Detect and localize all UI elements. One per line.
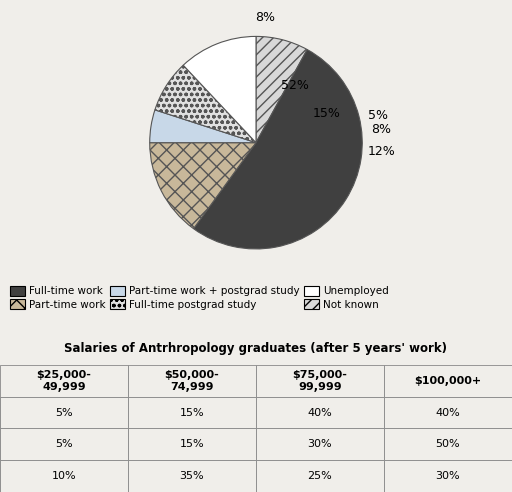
Wedge shape: [155, 65, 256, 143]
Wedge shape: [150, 143, 256, 229]
Legend: Full-time work, Part-time work, Part-time work + postgrad study, Full-time postg: Full-time work, Part-time work, Part-tim…: [10, 286, 389, 310]
Text: 8%: 8%: [255, 11, 275, 24]
Wedge shape: [194, 50, 362, 249]
Text: 12%: 12%: [367, 145, 395, 158]
Text: 5%: 5%: [369, 109, 389, 122]
Wedge shape: [150, 110, 256, 143]
Text: Salaries of Antrhropology graduates (after 5 years' work): Salaries of Antrhropology graduates (aft…: [65, 341, 447, 355]
Wedge shape: [183, 36, 256, 143]
Text: 8%: 8%: [371, 123, 391, 136]
Text: 15%: 15%: [313, 107, 340, 120]
Text: 52%: 52%: [281, 79, 309, 92]
Wedge shape: [256, 36, 307, 143]
